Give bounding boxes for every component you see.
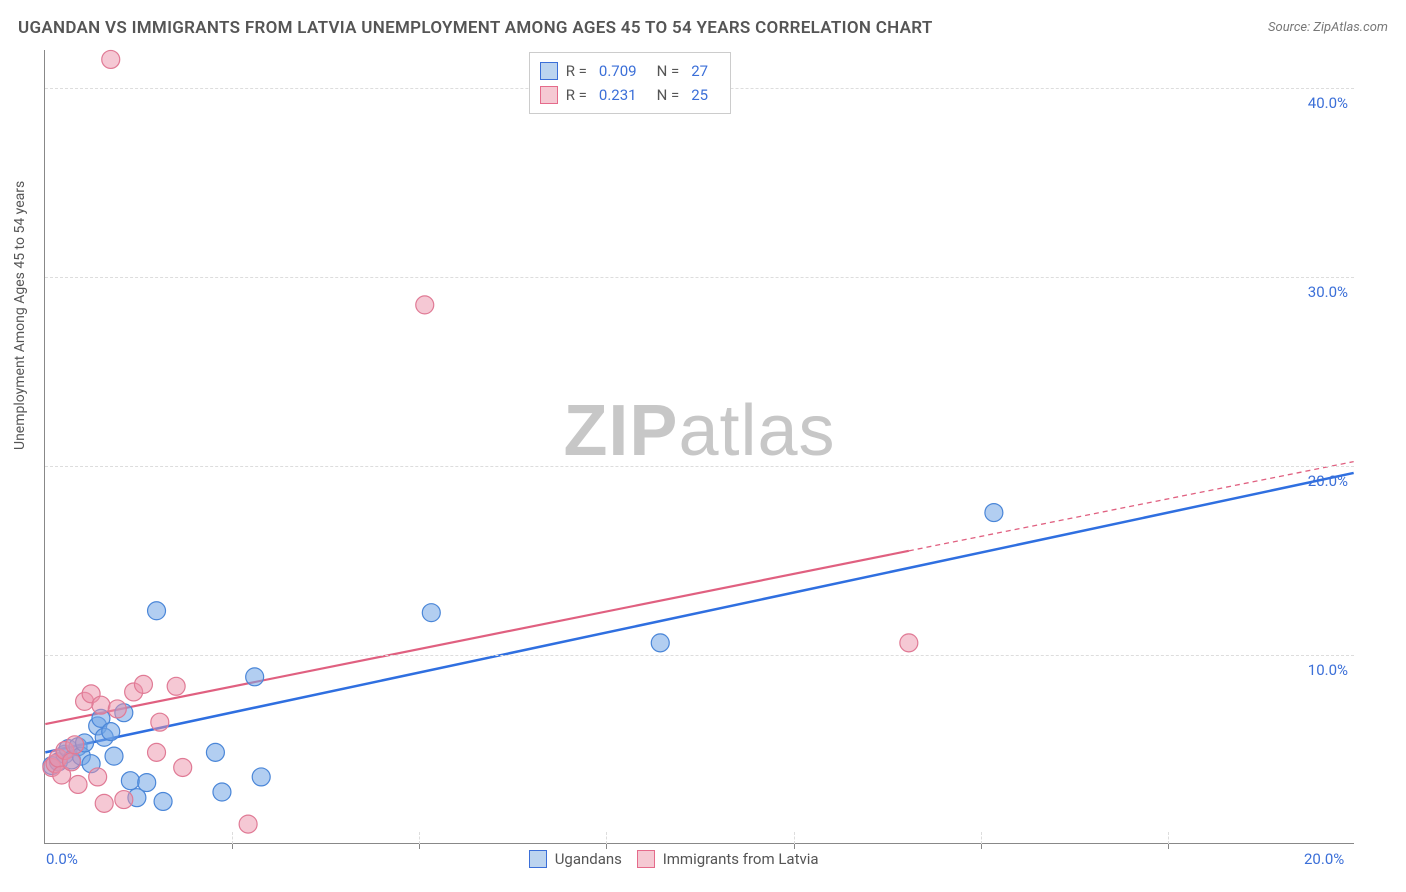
y-tick-label: 10.0% (1308, 661, 1348, 679)
y-tick-label: 30.0% (1308, 283, 1348, 301)
scatter-points-layer (45, 50, 1354, 843)
scatter-point (651, 634, 669, 652)
legend-n-value: 27 (691, 62, 708, 80)
legend-n-label: N = (657, 62, 680, 80)
legend-series-label: Immigrants from Latvia (663, 850, 819, 868)
legend-r-label: R = (566, 86, 587, 104)
gridline-vertical (1168, 832, 1169, 844)
scatter-point (92, 696, 110, 714)
legend-r-label: R = (566, 62, 587, 80)
legend-correlation: R = 0.709 N = 27 R = 0.231 N = 25 (529, 52, 731, 114)
legend-n-value: 25 (691, 86, 708, 104)
x-tick-label: 0.0% (46, 850, 78, 868)
scatter-point (174, 758, 192, 776)
scatter-point (138, 774, 156, 792)
scatter-point (121, 772, 139, 790)
gridline-vertical (981, 832, 982, 844)
gridline-horizontal (45, 466, 1354, 467)
scatter-point (148, 602, 166, 620)
gridline-vertical (606, 832, 607, 844)
y-axis-label: Unemployment Among Ages 45 to 54 years (12, 181, 28, 450)
scatter-point (246, 668, 264, 686)
scatter-point (154, 792, 172, 810)
legend-series: Ugandans (529, 850, 622, 868)
gridline-horizontal (45, 655, 1354, 656)
legend-r-value: 0.231 (599, 86, 637, 104)
source-label: Source: ZipAtlas.com (1268, 20, 1388, 35)
scatter-point (115, 791, 133, 809)
scatter-point (105, 747, 123, 765)
gridline-horizontal (45, 277, 1354, 278)
legend-swatch (540, 62, 558, 80)
scatter-point (134, 675, 152, 693)
gridline-vertical (232, 832, 233, 844)
legend-r-value: 0.709 (599, 62, 637, 80)
scatter-point (95, 794, 113, 812)
legend-series-label: Ugandans (555, 850, 622, 868)
scatter-point (252, 768, 270, 786)
gridline-vertical (794, 832, 795, 844)
scatter-point (102, 723, 120, 741)
scatter-point (213, 783, 231, 801)
scatter-point (102, 50, 120, 68)
scatter-point (108, 700, 126, 718)
plot-area: ZIPatlas 10.0%20.0%30.0%40.0% (44, 50, 1354, 844)
scatter-point (148, 743, 166, 761)
y-tick-label: 40.0% (1308, 94, 1348, 112)
legend-row: R = 0.709 N = 27 (540, 59, 720, 83)
legend-swatch (529, 850, 547, 868)
scatter-point (900, 634, 918, 652)
scatter-point (206, 743, 224, 761)
scatter-point (63, 753, 81, 771)
legend-n-label: N = (657, 86, 680, 104)
legend-series: Immigrants from Latvia (637, 850, 819, 868)
scatter-point (89, 768, 107, 786)
scatter-point (151, 713, 169, 731)
chart-title: UGANDAN VS IMMIGRANTS FROM LATVIA UNEMPL… (18, 18, 933, 38)
legend-swatch (540, 86, 558, 104)
legend-row: R = 0.231 N = 25 (540, 83, 720, 107)
legend-swatch (637, 850, 655, 868)
scatter-point (422, 604, 440, 622)
scatter-point (167, 677, 185, 695)
scatter-point (239, 815, 257, 833)
x-tick-label: 20.0% (1304, 850, 1344, 868)
scatter-point (66, 736, 84, 754)
gridline-vertical (419, 832, 420, 844)
scatter-point (985, 504, 1003, 522)
scatter-point (416, 296, 434, 314)
y-tick-label: 20.0% (1308, 472, 1348, 490)
scatter-point (69, 775, 87, 793)
